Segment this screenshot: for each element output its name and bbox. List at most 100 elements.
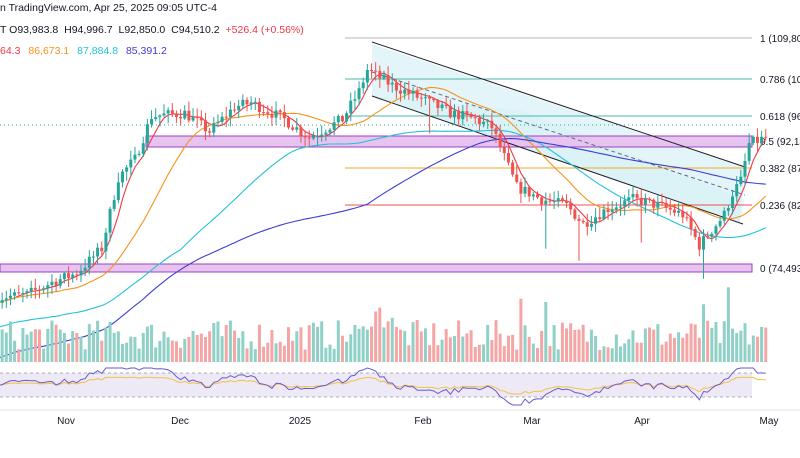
- candle-body: [137, 153, 141, 155]
- volume-bar: [419, 331, 423, 362]
- ohlc-close-label: C: [171, 24, 179, 36]
- volume-bar: [693, 324, 697, 362]
- volume-bar: [125, 342, 129, 362]
- candle-body: [324, 132, 328, 135]
- candle-body: [365, 70, 369, 83]
- volume-bar: [689, 323, 693, 362]
- candle-body: [498, 133, 502, 148]
- candle-body: [17, 292, 21, 294]
- candle-body: [755, 136, 759, 143]
- volume-bar: [291, 340, 295, 362]
- volume-bar: [755, 336, 759, 362]
- volume-bar: [253, 349, 257, 362]
- volume-bar: [183, 338, 187, 362]
- volume-bar: [162, 331, 166, 362]
- volume-bar: [129, 336, 133, 362]
- volume-bar: [158, 340, 162, 362]
- volume-bar: [432, 323, 436, 362]
- candle-body: [162, 113, 166, 116]
- candle-body: [399, 90, 403, 94]
- volume-bar: [718, 342, 722, 362]
- candle-body: [594, 217, 598, 224]
- candle-body: [382, 74, 386, 79]
- candle-body: [349, 100, 353, 114]
- candle-body: [241, 99, 245, 106]
- ohlc-low-value: 92,850.0: [124, 24, 166, 36]
- volume-bar: [233, 330, 237, 362]
- candle-body: [490, 120, 494, 129]
- candle-body: [54, 281, 58, 286]
- candle-body: [141, 143, 145, 154]
- volume-bar: [652, 329, 656, 362]
- volume-bar: [121, 344, 124, 362]
- candle-body: [747, 142, 751, 161]
- channel-mid-line: [371, 71, 746, 196]
- volume-bar: [50, 320, 54, 362]
- volume-bar: [257, 324, 261, 362]
- volume-bar: [316, 326, 320, 362]
- volume-bar: [527, 336, 531, 362]
- candle-body: [390, 82, 394, 85]
- candle-body: [415, 90, 419, 98]
- candle-body: [8, 295, 12, 299]
- candle-body: [266, 112, 270, 114]
- candle-body: [42, 288, 46, 290]
- candle-body: [378, 70, 382, 79]
- volume-bar: [477, 344, 481, 362]
- volume-bar: [399, 329, 403, 362]
- candle-body: [87, 256, 91, 268]
- candle-body: [311, 136, 315, 139]
- candle-body: [494, 128, 498, 134]
- volume-bar: [469, 330, 473, 362]
- candle-body: [50, 281, 54, 286]
- volume-bar: [697, 337, 701, 362]
- candle-body: [469, 114, 473, 118]
- volume-bar: [660, 344, 664, 362]
- volume-bar: [515, 349, 519, 362]
- volume-bar: [631, 330, 635, 362]
- candle-body: [374, 70, 378, 72]
- candle-body: [336, 116, 340, 123]
- volume-bar: [357, 328, 361, 362]
- volume-bar: [411, 322, 415, 362]
- candle-body: [394, 82, 398, 91]
- candle-body: [224, 116, 228, 118]
- candle-body: [448, 106, 452, 118]
- candle-body: [739, 176, 743, 185]
- volume-bar: [336, 320, 340, 362]
- candle-body: [287, 118, 290, 128]
- volume-bar: [204, 337, 207, 362]
- candle-body: [220, 116, 224, 122]
- volume-bar: [643, 328, 647, 362]
- channel-lower-line: [371, 95, 744, 225]
- ohlc-open-label: O: [9, 24, 18, 36]
- volume-bar: [635, 342, 639, 362]
- candle-body: [731, 196, 735, 209]
- volume-bar: [320, 321, 324, 362]
- candle-body: [614, 207, 618, 210]
- candle-body: [332, 122, 336, 130]
- volume-bar: [423, 328, 427, 362]
- rsi-band: [0, 373, 752, 397]
- volume-bar: [573, 329, 577, 362]
- volume-bar: [195, 334, 199, 362]
- candle-body: [274, 110, 278, 118]
- volume-bar: [145, 326, 149, 362]
- volume-bar: [482, 344, 486, 362]
- fib-label: 0.382 (87,9: [760, 164, 800, 175]
- volume-bar: [91, 330, 95, 362]
- volume-bar: [67, 343, 71, 362]
- volume-bar: [282, 345, 286, 362]
- volume-bar: [627, 339, 631, 362]
- candle-body: [635, 194, 639, 198]
- volume-bar: [179, 347, 183, 362]
- volume-bar: [473, 346, 477, 362]
- volume-bar: [378, 307, 382, 362]
- volume-bar: [274, 343, 278, 362]
- attribution-text: n TradingView.com, Apr 25, 2025 09:05 UT…: [0, 2, 217, 14]
- candle-body: [702, 236, 705, 250]
- candle-body: [523, 186, 527, 194]
- candle-body: [581, 220, 585, 223]
- candle-body: [233, 109, 237, 111]
